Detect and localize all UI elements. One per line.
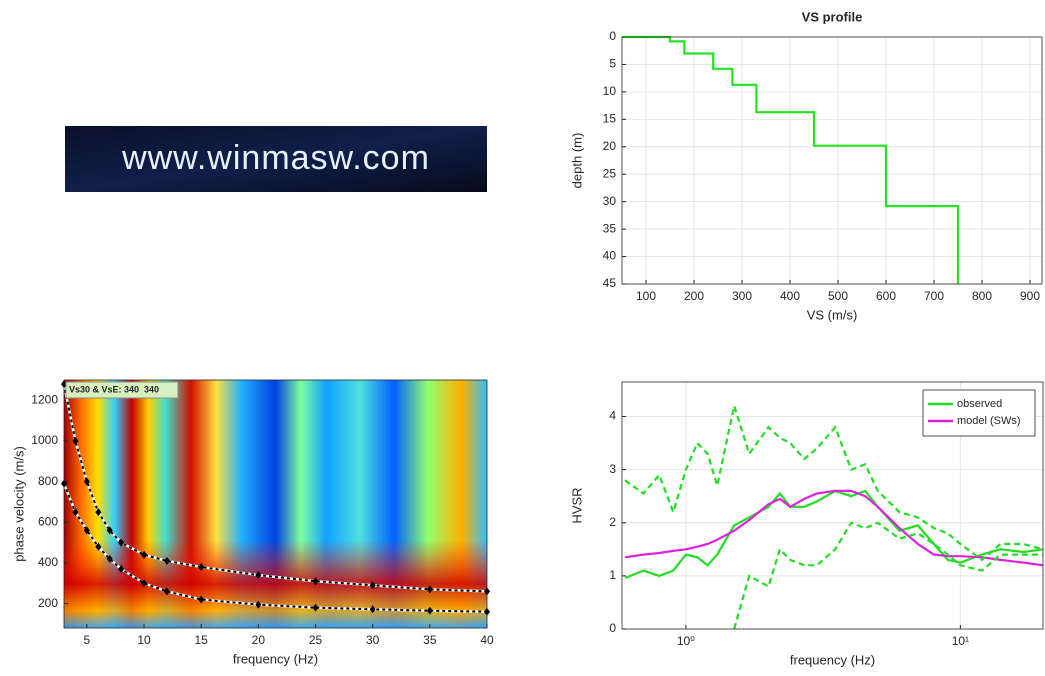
x-tick-label: 5 <box>84 633 91 647</box>
page: www.winmasw.com 100200300400500600700800… <box>0 0 1045 676</box>
y-axis-label: phase velocity (m/s) <box>11 446 26 562</box>
y-tick-label: 1000 <box>31 433 58 447</box>
x-axis-label: frequency (Hz) <box>790 652 875 667</box>
y-tick-label: 0 <box>609 621 616 635</box>
legend-box <box>923 390 1035 436</box>
y-tick-label: 4 <box>609 409 616 423</box>
x-tick-label: 700 <box>924 289 944 303</box>
x-tick-label: 15 <box>195 633 209 647</box>
figure: www.winmasw.com 100200300400500600700800… <box>0 0 1045 676</box>
x-tick-label: 25 <box>309 633 323 647</box>
annotation-text: Vs30 & VsE: 340 340 <box>69 384 159 394</box>
y-tick-label: 25 <box>603 166 617 180</box>
y-tick-label: 600 <box>38 514 58 528</box>
y-tick-label: 45 <box>603 276 617 290</box>
x-tick-label: 40 <box>480 633 494 647</box>
x-tick-label: 35 <box>423 633 437 647</box>
y-tick-label: 40 <box>603 249 617 263</box>
x-tick-label: 20 <box>252 633 266 647</box>
x-tick-label: 900 <box>1020 289 1040 303</box>
y-tick-label: 800 <box>38 474 58 488</box>
x-tick-label: 30 <box>366 633 380 647</box>
heatmap-band <box>64 540 487 628</box>
y-tick-label: 35 <box>603 221 617 235</box>
y-tick-label: 15 <box>603 112 617 126</box>
y-tick-label: 0 <box>609 29 616 43</box>
y-tick-label: 3 <box>609 462 616 476</box>
x-tick-label: 600 <box>876 289 896 303</box>
y-axis-label: HVSR <box>569 487 584 523</box>
y-tick-label: 10 <box>603 84 617 98</box>
x-tick-label: 10⁰ <box>677 634 695 648</box>
y-axis-label: depth (m) <box>569 133 584 189</box>
y-tick-label: 200 <box>38 596 58 610</box>
y-tick-label: 400 <box>38 555 58 569</box>
y-tick-label: 20 <box>603 139 617 153</box>
x-axis-label: VS (m/s) <box>807 307 858 322</box>
x-tick-label: 10 <box>137 633 151 647</box>
heatmap <box>64 380 487 628</box>
x-tick-label: 500 <box>828 289 848 303</box>
y-tick-label: 30 <box>603 194 617 208</box>
x-tick-label: 300 <box>732 289 752 303</box>
x-tick-label: 100 <box>636 289 656 303</box>
x-tick-label: 10¹ <box>952 634 969 648</box>
annotation: Vs30 & VsE: 340 340 <box>66 382 178 398</box>
y-tick-label: 5 <box>609 57 616 71</box>
legend-label: model (SWs) <box>957 415 1021 427</box>
y-tick-label: 1200 <box>31 392 58 406</box>
banner-text: www.winmasw.com <box>121 139 430 177</box>
legend-label: observed <box>957 398 1002 410</box>
x-tick-label: 400 <box>780 289 800 303</box>
x-tick-label: 800 <box>972 289 992 303</box>
plot-area <box>622 37 1042 284</box>
y-tick-label: 2 <box>609 515 616 529</box>
y-tick-label: 1 <box>609 568 616 582</box>
x-tick-label: 200 <box>684 289 704 303</box>
x-axis-label: frequency (Hz) <box>233 651 318 666</box>
chart-title: VS profile <box>802 9 863 24</box>
